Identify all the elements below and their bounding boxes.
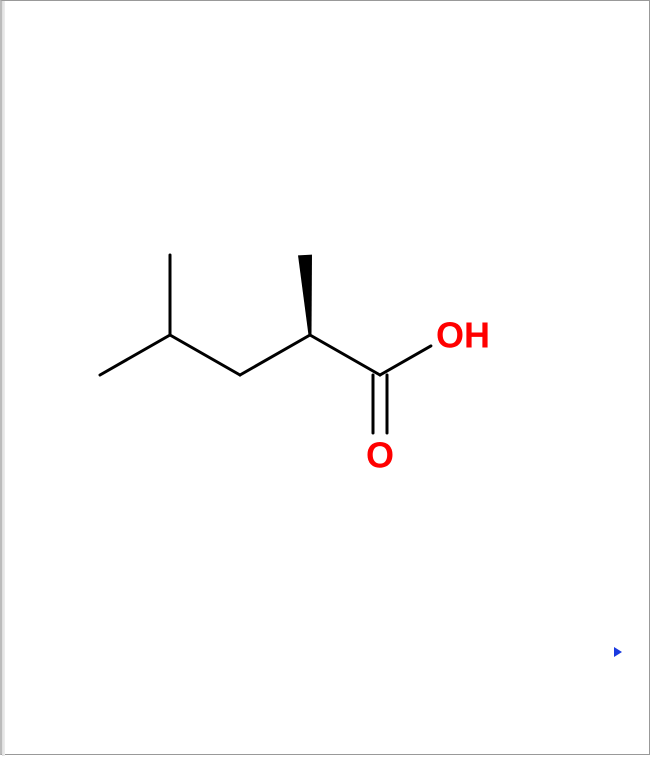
play-icon[interactable] [614, 647, 622, 657]
svg-text:OH: OH [436, 315, 490, 356]
atoms-group: O OH [366, 315, 490, 476]
bonds-group [100, 255, 431, 433]
svg-text:O: O [366, 435, 394, 476]
molecule-diagram: O OH [0, 0, 652, 757]
